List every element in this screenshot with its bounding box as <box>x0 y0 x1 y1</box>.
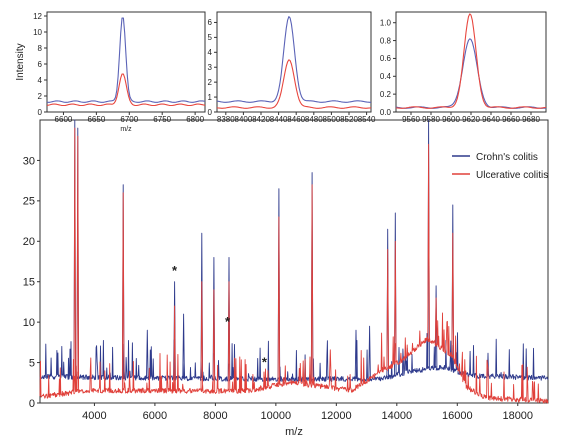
x-tick-label: 8540 <box>358 115 376 124</box>
series-line-ulcerative-colitis <box>395 13 547 109</box>
x-tick-label: 9680 <box>522 115 540 124</box>
series-line-crohns-colitis <box>39 119 549 383</box>
x-tick-label: 12000 <box>321 410 352 422</box>
x-tick-label: 8480 <box>305 115 323 124</box>
x-tick-label: 9620 <box>462 115 480 124</box>
x-axis-label: m/z <box>285 426 303 438</box>
y-tick-label: 0.0 <box>380 108 392 117</box>
y-tick-label: 1 <box>208 93 213 102</box>
y-tick-label: 10 <box>23 317 35 329</box>
plot-frame <box>46 11 206 113</box>
x-tick-label: 6000 <box>143 410 167 422</box>
y-tick-label: 1.0 <box>380 19 392 28</box>
x-tick-label: 14000 <box>382 410 413 422</box>
series-line-crohns-colitis <box>47 17 206 103</box>
y-tick-label: 20 <box>23 236 35 248</box>
y-tick-label: 8 <box>38 44 43 53</box>
series-line-crohns-colitis <box>395 38 547 109</box>
x-tick-label: 8520 <box>340 115 358 124</box>
y-tick-label: 5 <box>29 357 35 369</box>
inset-plot-1: 0 2 4 6 8 10 12 6600 6650 6700 6750 6800 m/z Intensit… <box>15 11 206 133</box>
significance-asterisk: * <box>172 263 178 278</box>
y-tick-label: 5 <box>208 33 213 42</box>
x-axis-label: m/z <box>120 126 132 133</box>
x-tick-label: 9600 <box>442 115 460 124</box>
y-axis-label: Intensity <box>15 43 26 80</box>
x-tick-label: 6650 <box>87 115 105 124</box>
y-tick-label: 6 <box>38 60 43 69</box>
x-tick-label: 8380 <box>217 115 235 124</box>
y-tick-label: 0 <box>208 108 213 117</box>
x-tick-label: 4000 <box>82 410 106 422</box>
y-tick-label: 4 <box>208 48 213 57</box>
y-tick-label: 0.8 <box>380 36 392 45</box>
legend-label: Ulcerative colitis <box>476 170 548 181</box>
plot-frame <box>395 11 547 113</box>
y-tick-label: 12 <box>33 12 42 21</box>
y-tick-label: 25 <box>23 196 35 208</box>
y-tick-label: 4 <box>38 76 43 85</box>
significance-asterisk: * <box>225 314 231 329</box>
x-tick-label: 8000 <box>203 410 227 422</box>
y-tick-label: 10 <box>33 28 42 37</box>
x-tick-label: 6600 <box>55 115 73 124</box>
y-tick-label: 0.6 <box>380 54 392 63</box>
plot-frame <box>216 11 372 113</box>
x-tick-label: 8400 <box>235 115 253 124</box>
y-tick-label: 2 <box>208 78 213 87</box>
legend: Crohn's colitis Ulcerative colitis <box>452 152 548 181</box>
x-tick-label: 9660 <box>502 115 520 124</box>
x-tick-label: 8460 <box>287 115 305 124</box>
y-tick-label: 15 <box>23 277 35 289</box>
series-line-ulcerative-colitis <box>216 59 372 109</box>
plot-frame <box>39 119 549 404</box>
y-tick-label: 0.4 <box>380 72 392 81</box>
x-tick-label: 9640 <box>482 115 500 124</box>
series-line-ulcerative-colitis <box>46 73 206 107</box>
main-spectrum-plot: 0 5 10 15 20 25 30 4000 6000 8000 10000 12000 14000 1… <box>23 119 549 438</box>
y-tick-label: 0 <box>38 108 43 117</box>
x-tick-label: 16000 <box>442 410 473 422</box>
series-line-crohns-colitis <box>216 16 371 103</box>
x-tick-label: 8440 <box>270 115 288 124</box>
inset-plot-2: 0 1 2 3 4 5 6 8380 8400 8420 8440 8460 8480 8500 8520 8… <box>208 11 376 124</box>
significance-asterisk: * <box>262 355 268 370</box>
series-line-ulcerative-colitis <box>39 127 549 404</box>
x-tick-label: 9560 <box>402 115 420 124</box>
legend-label: Crohn's colitis <box>476 152 538 163</box>
y-tick-label: 0 <box>29 398 35 410</box>
x-tick-label: 9580 <box>422 115 440 124</box>
x-tick-label: 10000 <box>261 410 292 422</box>
y-tick-label: 0.2 <box>380 90 392 99</box>
y-tick-label: 2 <box>38 92 43 101</box>
x-tick-label: 6800 <box>186 115 204 124</box>
y-tick-label: 3 <box>208 63 213 72</box>
y-tick-label: 30 <box>23 155 35 167</box>
y-tick-label: 6 <box>208 18 213 27</box>
x-tick-label: 6750 <box>153 115 171 124</box>
x-tick-label: 18000 <box>502 410 533 422</box>
x-tick-label: 8420 <box>252 115 270 124</box>
x-tick-label: 8500 <box>323 115 341 124</box>
x-tick-label: 6700 <box>120 115 138 124</box>
